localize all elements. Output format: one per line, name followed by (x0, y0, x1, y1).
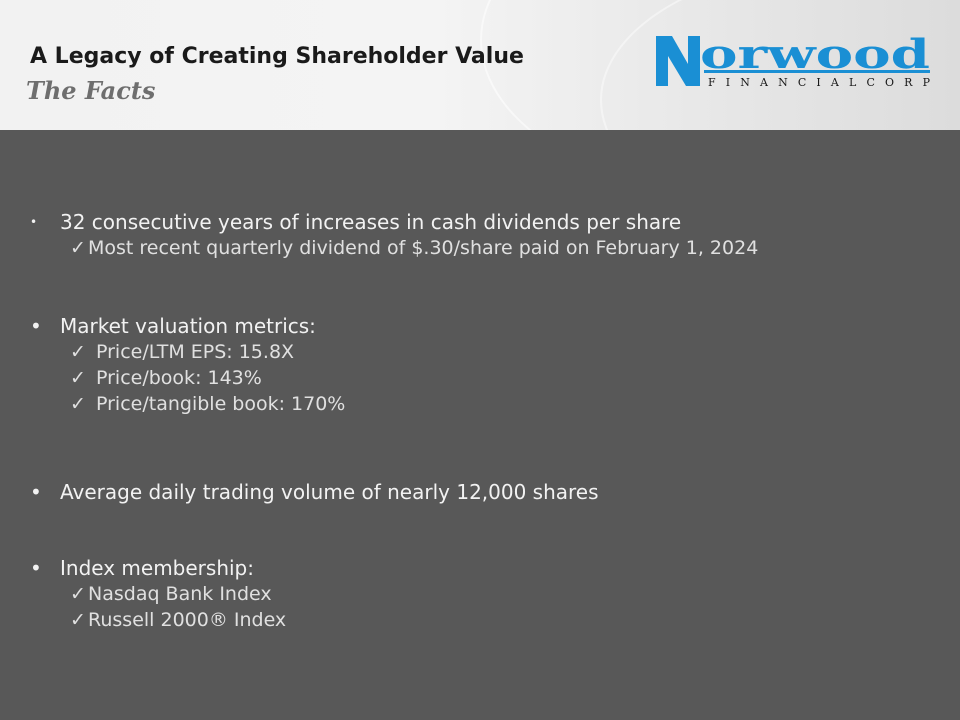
bullet-marker: • (30, 215, 38, 229)
slide-subtitle: The Facts (26, 76, 156, 105)
sub-item-text: Russell 2000® Index (88, 609, 287, 631)
slide-header: A Legacy of Creating Shareholder Value T… (0, 0, 960, 130)
sub-item-text: Most recent quarterly dividend of $.30/s… (88, 237, 759, 259)
norwood-logo-graphic: orwood F I N A N C I A L C O R P (656, 31, 931, 89)
sub-item-text: Price/book: 143% (96, 367, 262, 389)
slide-title: A Legacy of Creating Shareholder Value (30, 44, 524, 69)
bullet-marker: • (30, 314, 42, 338)
sub-item-text: Price/tangible book: 170% (96, 393, 346, 415)
bullet-marker: • (30, 556, 42, 580)
check-icon: ✓ (70, 393, 86, 415)
bullet-text: Market valuation metrics: (60, 314, 316, 338)
check-icon: ✓ (70, 609, 86, 631)
bullet-marker: • (30, 480, 42, 504)
check-icon: ✓ (70, 367, 86, 389)
check-icon: ✓ (70, 341, 86, 363)
sub-item-text: Price/LTM EPS: 15.8X (96, 341, 295, 363)
sub-item: ✓ Nasdaq Bank Index (70, 581, 272, 607)
logo-tagline: F I N A N C I A L C O R P (708, 76, 931, 89)
check-icon: ✓ (70, 237, 86, 259)
sub-item: ✓ Most recent quarterly dividend of $.30/… (70, 235, 758, 261)
sub-item: ✓ Price/book: 143% (70, 365, 262, 391)
sub-item-text: Nasdaq Bank Index (88, 583, 272, 605)
norwood-logo: orwood F I N A N C I A L C O R P (652, 30, 938, 90)
bullet-text: Average daily trading volume of nearly 1… (60, 480, 599, 504)
sub-item: ✓ Russell 2000® Index (70, 607, 286, 633)
check-icon: ✓ (70, 583, 86, 605)
bullet-text: Index membership: (60, 556, 254, 580)
bullet-text: 32 consecutive years of increases in cas… (60, 210, 682, 234)
sub-item: ✓ Price/tangible book: 170% (70, 391, 345, 417)
slide-body: • 32 consecutive years of increases in c… (0, 130, 960, 720)
sub-item: ✓ Price/LTM EPS: 15.8X (70, 339, 294, 365)
